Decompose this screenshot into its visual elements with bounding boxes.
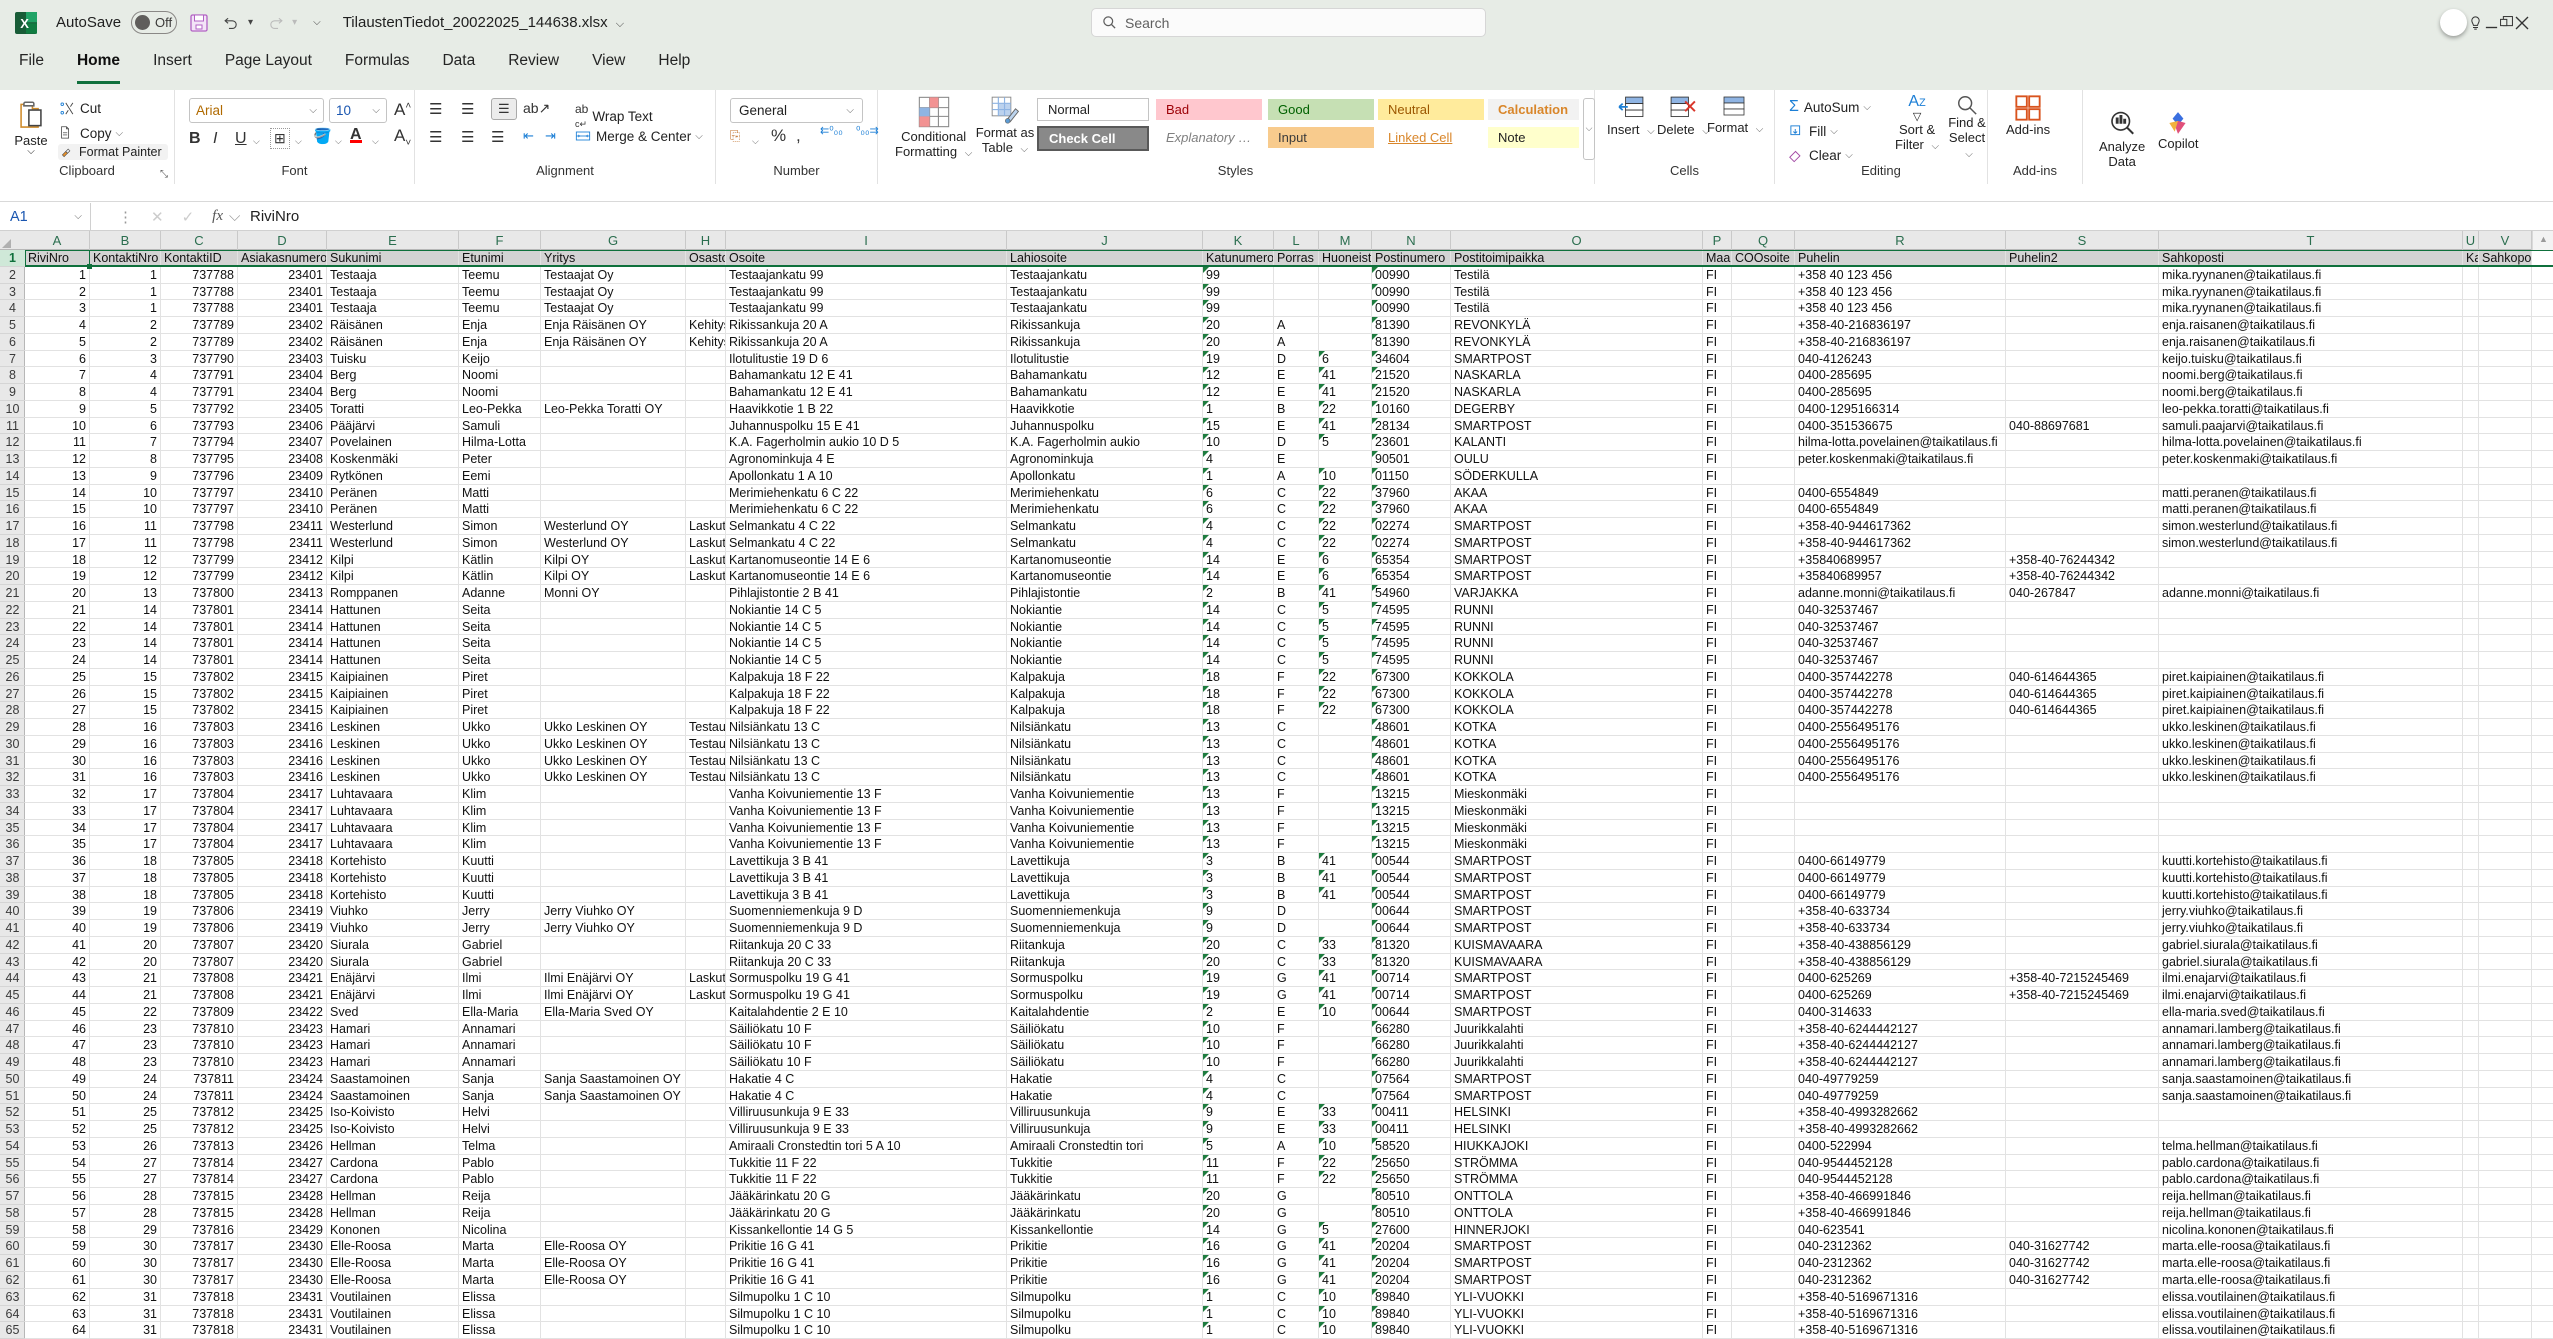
svg-text:X: X — [20, 16, 29, 31]
